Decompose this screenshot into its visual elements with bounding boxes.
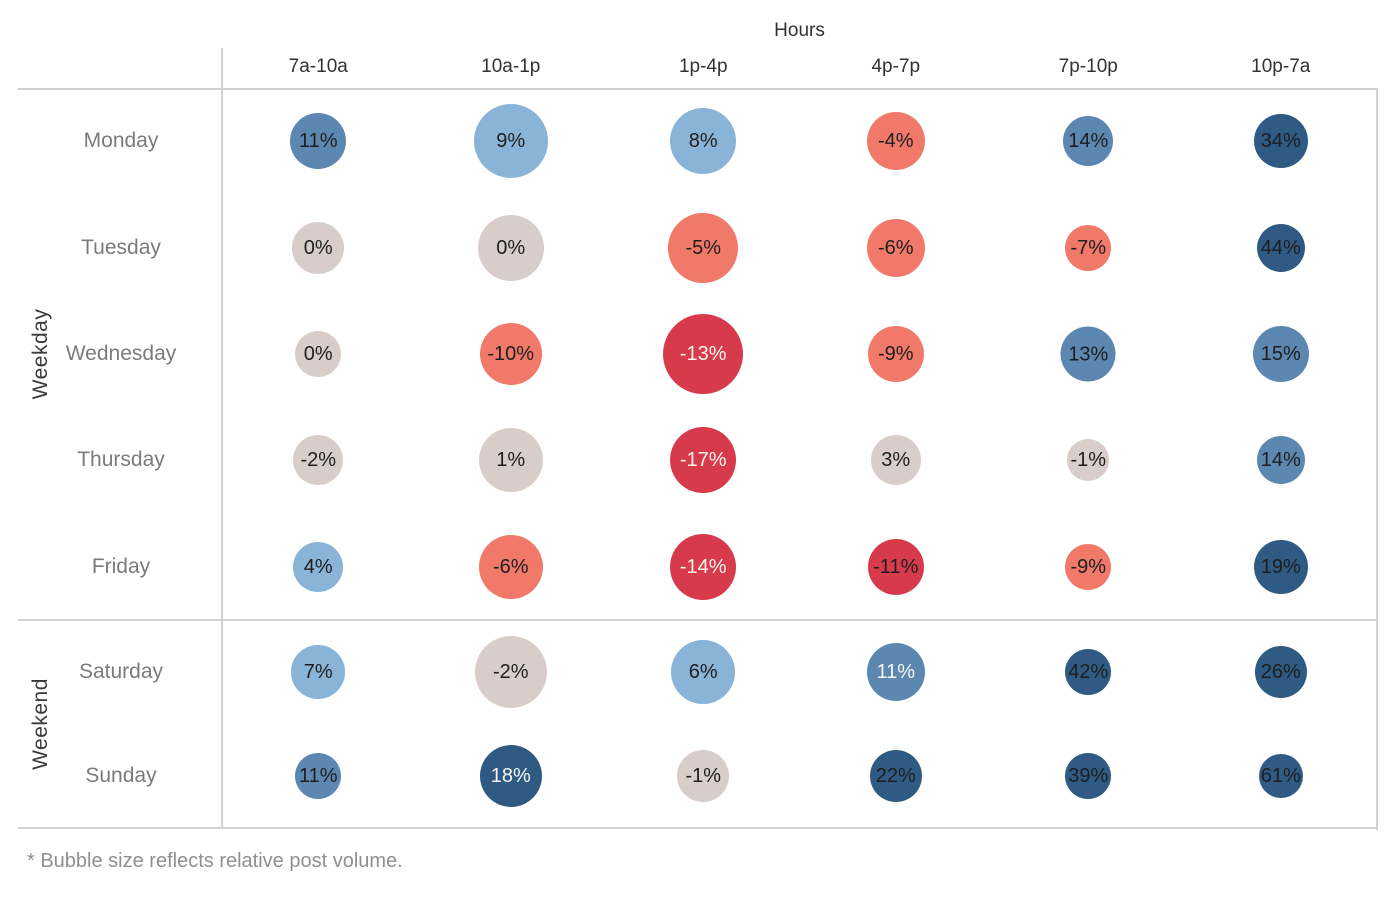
- bubble-friday-4p-7p[interactable]: -11%: [867, 538, 924, 595]
- bubble-friday-10p-7a[interactable]: 19%: [1253, 539, 1308, 594]
- bubble-friday-7a-10a[interactable]: 4%: [293, 541, 344, 592]
- bubble-sunday-7a-10a[interactable]: 11%: [295, 753, 342, 799]
- bubble-tuesday-7p-10p[interactable]: -7%: [1065, 224, 1112, 271]
- bubble-tuesday-10p-7a[interactable]: 44%: [1256, 223, 1305, 272]
- bubble-tuesday-1p-4p[interactable]: -5%: [668, 212, 739, 283]
- bubble-thursday-10a-1p[interactable]: 1%: [478, 428, 543, 493]
- bubble-wednesday-7a-10a[interactable]: 0%: [295, 331, 342, 377]
- row-label-wednesday: Wednesday: [65, 342, 177, 365]
- bubble-wednesday-10a-1p[interactable]: -10%: [479, 323, 542, 385]
- bubble-friday-10a-1p[interactable]: -6%: [478, 534, 543, 599]
- bottom-axis-line: [18, 827, 1378, 829]
- bubble-thursday-10p-7a[interactable]: 14%: [1256, 436, 1305, 485]
- bubble-saturday-10p-7a[interactable]: 26%: [1254, 646, 1307, 698]
- bubble-tuesday-7a-10a[interactable]: 0%: [292, 221, 345, 274]
- bubble-wednesday-7p-10p[interactable]: 13%: [1060, 326, 1116, 382]
- bubble-thursday-4p-7p[interactable]: 3%: [870, 435, 921, 486]
- bubble-wednesday-1p-4p[interactable]: -13%: [663, 314, 744, 394]
- column-header-7a-10a: 7a-10a: [288, 56, 348, 77]
- bubble-thursday-1p-4p[interactable]: -17%: [670, 427, 737, 494]
- bubble-monday-7a-10a[interactable]: 11%: [290, 113, 347, 170]
- bubble-saturday-1p-4p[interactable]: 6%: [671, 640, 736, 704]
- row-label-monday: Monday: [83, 129, 159, 153]
- bubble-friday-1p-4p[interactable]: -14%: [670, 533, 737, 600]
- header-underline: [18, 88, 1378, 90]
- row-label-sunday: Sunday: [85, 764, 157, 787]
- bubble-sunday-1p-4p[interactable]: -1%: [677, 750, 730, 802]
- row-group-label-weekend: Weekend: [29, 678, 52, 770]
- row-label-tuesday: Tuesday: [81, 235, 161, 259]
- column-header-1p-4p: 1p-4p: [678, 56, 728, 77]
- bubble-saturday-7a-10a[interactable]: 7%: [291, 645, 346, 699]
- row-label-thursday: Thursday: [77, 448, 165, 472]
- column-header-7p-10p: 7p-10p: [1058, 56, 1118, 77]
- bubble-sunday-4p-7p[interactable]: 22%: [869, 750, 922, 802]
- bubble-saturday-10a-1p[interactable]: -2%: [474, 636, 547, 708]
- bubble-friday-7p-10p[interactable]: -9%: [1065, 543, 1112, 590]
- row-label-friday: Friday: [91, 554, 151, 578]
- bubble-thursday-7p-10p[interactable]: -1%: [1067, 439, 1110, 482]
- bubble-monday-4p-7p[interactable]: -4%: [866, 112, 925, 171]
- bubble-wednesday-4p-7p[interactable]: -9%: [867, 326, 924, 382]
- y-axis-line: [221, 48, 223, 828]
- bubble-monday-1p-4p[interactable]: 8%: [670, 108, 737, 175]
- right-border-line: [1376, 88, 1378, 830]
- bubble-sunday-7p-10p[interactable]: 39%: [1065, 753, 1112, 799]
- bubble-wednesday-10p-7a[interactable]: 15%: [1252, 326, 1309, 382]
- bubble-thursday-7a-10a[interactable]: -2%: [293, 435, 344, 486]
- bubble-monday-10p-7a[interactable]: 34%: [1253, 114, 1308, 169]
- weekend-divider-line: [18, 619, 1378, 621]
- bubble-tuesday-4p-7p[interactable]: -6%: [866, 218, 925, 277]
- bubble-sunday-10a-1p[interactable]: 18%: [479, 745, 542, 807]
- column-header-4p-7p: 4p-7p: [871, 56, 921, 77]
- bubble-monday-10a-1p[interactable]: 9%: [473, 104, 548, 179]
- row-label-saturday: Saturday: [78, 660, 164, 683]
- bubble-monday-7p-10p[interactable]: 14%: [1063, 116, 1114, 167]
- column-header-10p-7a: 10p-7a: [1251, 56, 1311, 77]
- bubble-tuesday-10a-1p[interactable]: 0%: [477, 214, 544, 281]
- hours-axis-title: Hours: [774, 20, 825, 41]
- bubble-saturday-4p-7p[interactable]: 11%: [866, 643, 925, 701]
- bubble-saturday-7p-10p[interactable]: 42%: [1065, 649, 1112, 695]
- bubble-sunday-10p-7a[interactable]: 61%: [1258, 754, 1303, 798]
- footnote: * Bubble size reflects relative post vol…: [27, 850, 403, 872]
- column-header-10a-1p: 10a-1p: [481, 56, 541, 77]
